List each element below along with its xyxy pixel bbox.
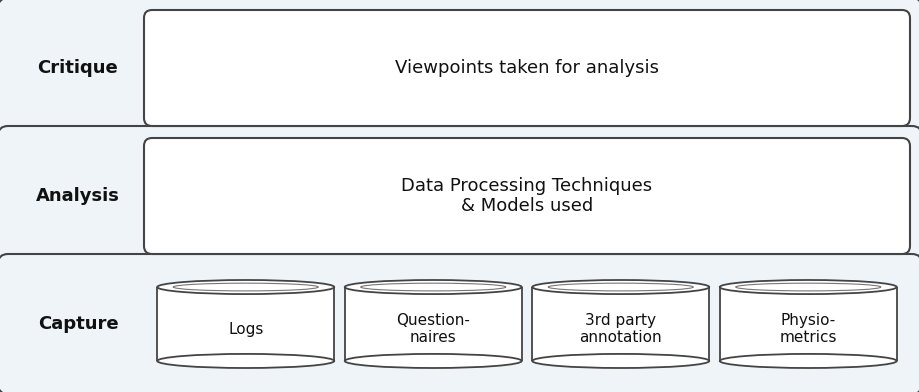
FancyBboxPatch shape [0,126,919,266]
Bar [345,287,521,361]
Text: Analysis: Analysis [36,187,119,205]
Text: Data Processing Techniques
& Models used: Data Processing Techniques & Models used [401,177,652,215]
Bar [532,287,709,361]
Text: 3rd party
annotation: 3rd party annotation [579,313,662,345]
FancyBboxPatch shape [0,254,919,392]
Text: Capture: Capture [38,315,119,333]
Text: Question-
naires: Question- naires [396,313,470,345]
Bar [719,287,896,361]
Bar [157,287,334,361]
Ellipse shape [345,280,521,294]
Text: Logs: Logs [228,322,263,337]
Ellipse shape [532,280,709,294]
Text: Physio-
metrics: Physio- metrics [778,313,836,345]
Text: Critique: Critique [38,59,119,77]
Ellipse shape [157,354,334,368]
Ellipse shape [345,354,521,368]
Ellipse shape [532,354,709,368]
Ellipse shape [719,280,896,294]
FancyBboxPatch shape [144,138,909,254]
FancyBboxPatch shape [144,10,909,126]
Text: Viewpoints taken for analysis: Viewpoints taken for analysis [394,59,658,77]
Ellipse shape [719,354,896,368]
Ellipse shape [157,280,334,294]
FancyBboxPatch shape [0,0,919,138]
